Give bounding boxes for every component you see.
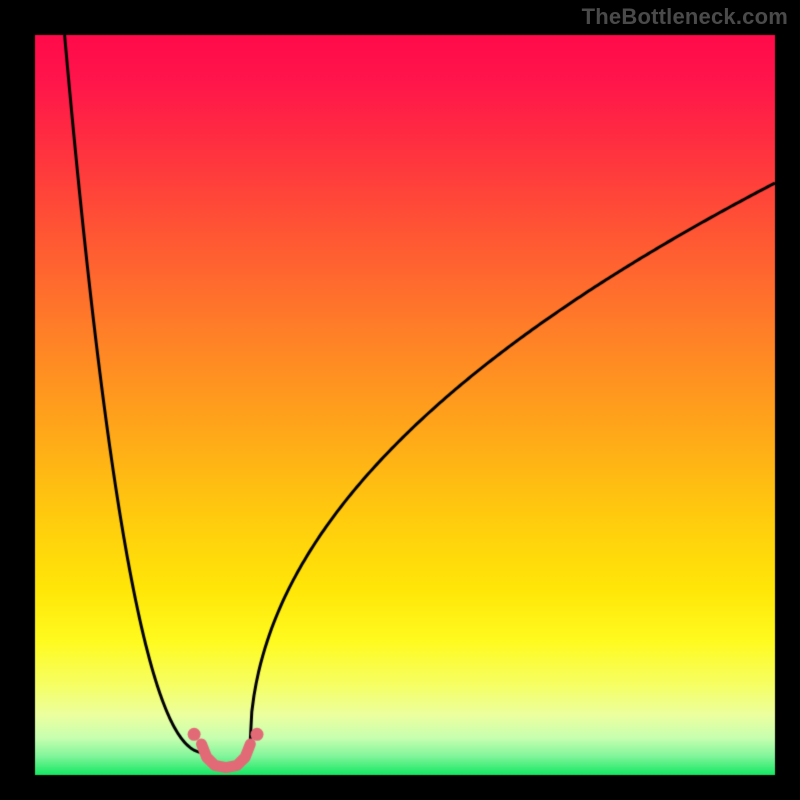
chart-container: TheBottleneck.com bbox=[0, 0, 800, 800]
watermark-text: TheBottleneck.com bbox=[582, 4, 788, 30]
chart-canvas bbox=[0, 0, 800, 800]
